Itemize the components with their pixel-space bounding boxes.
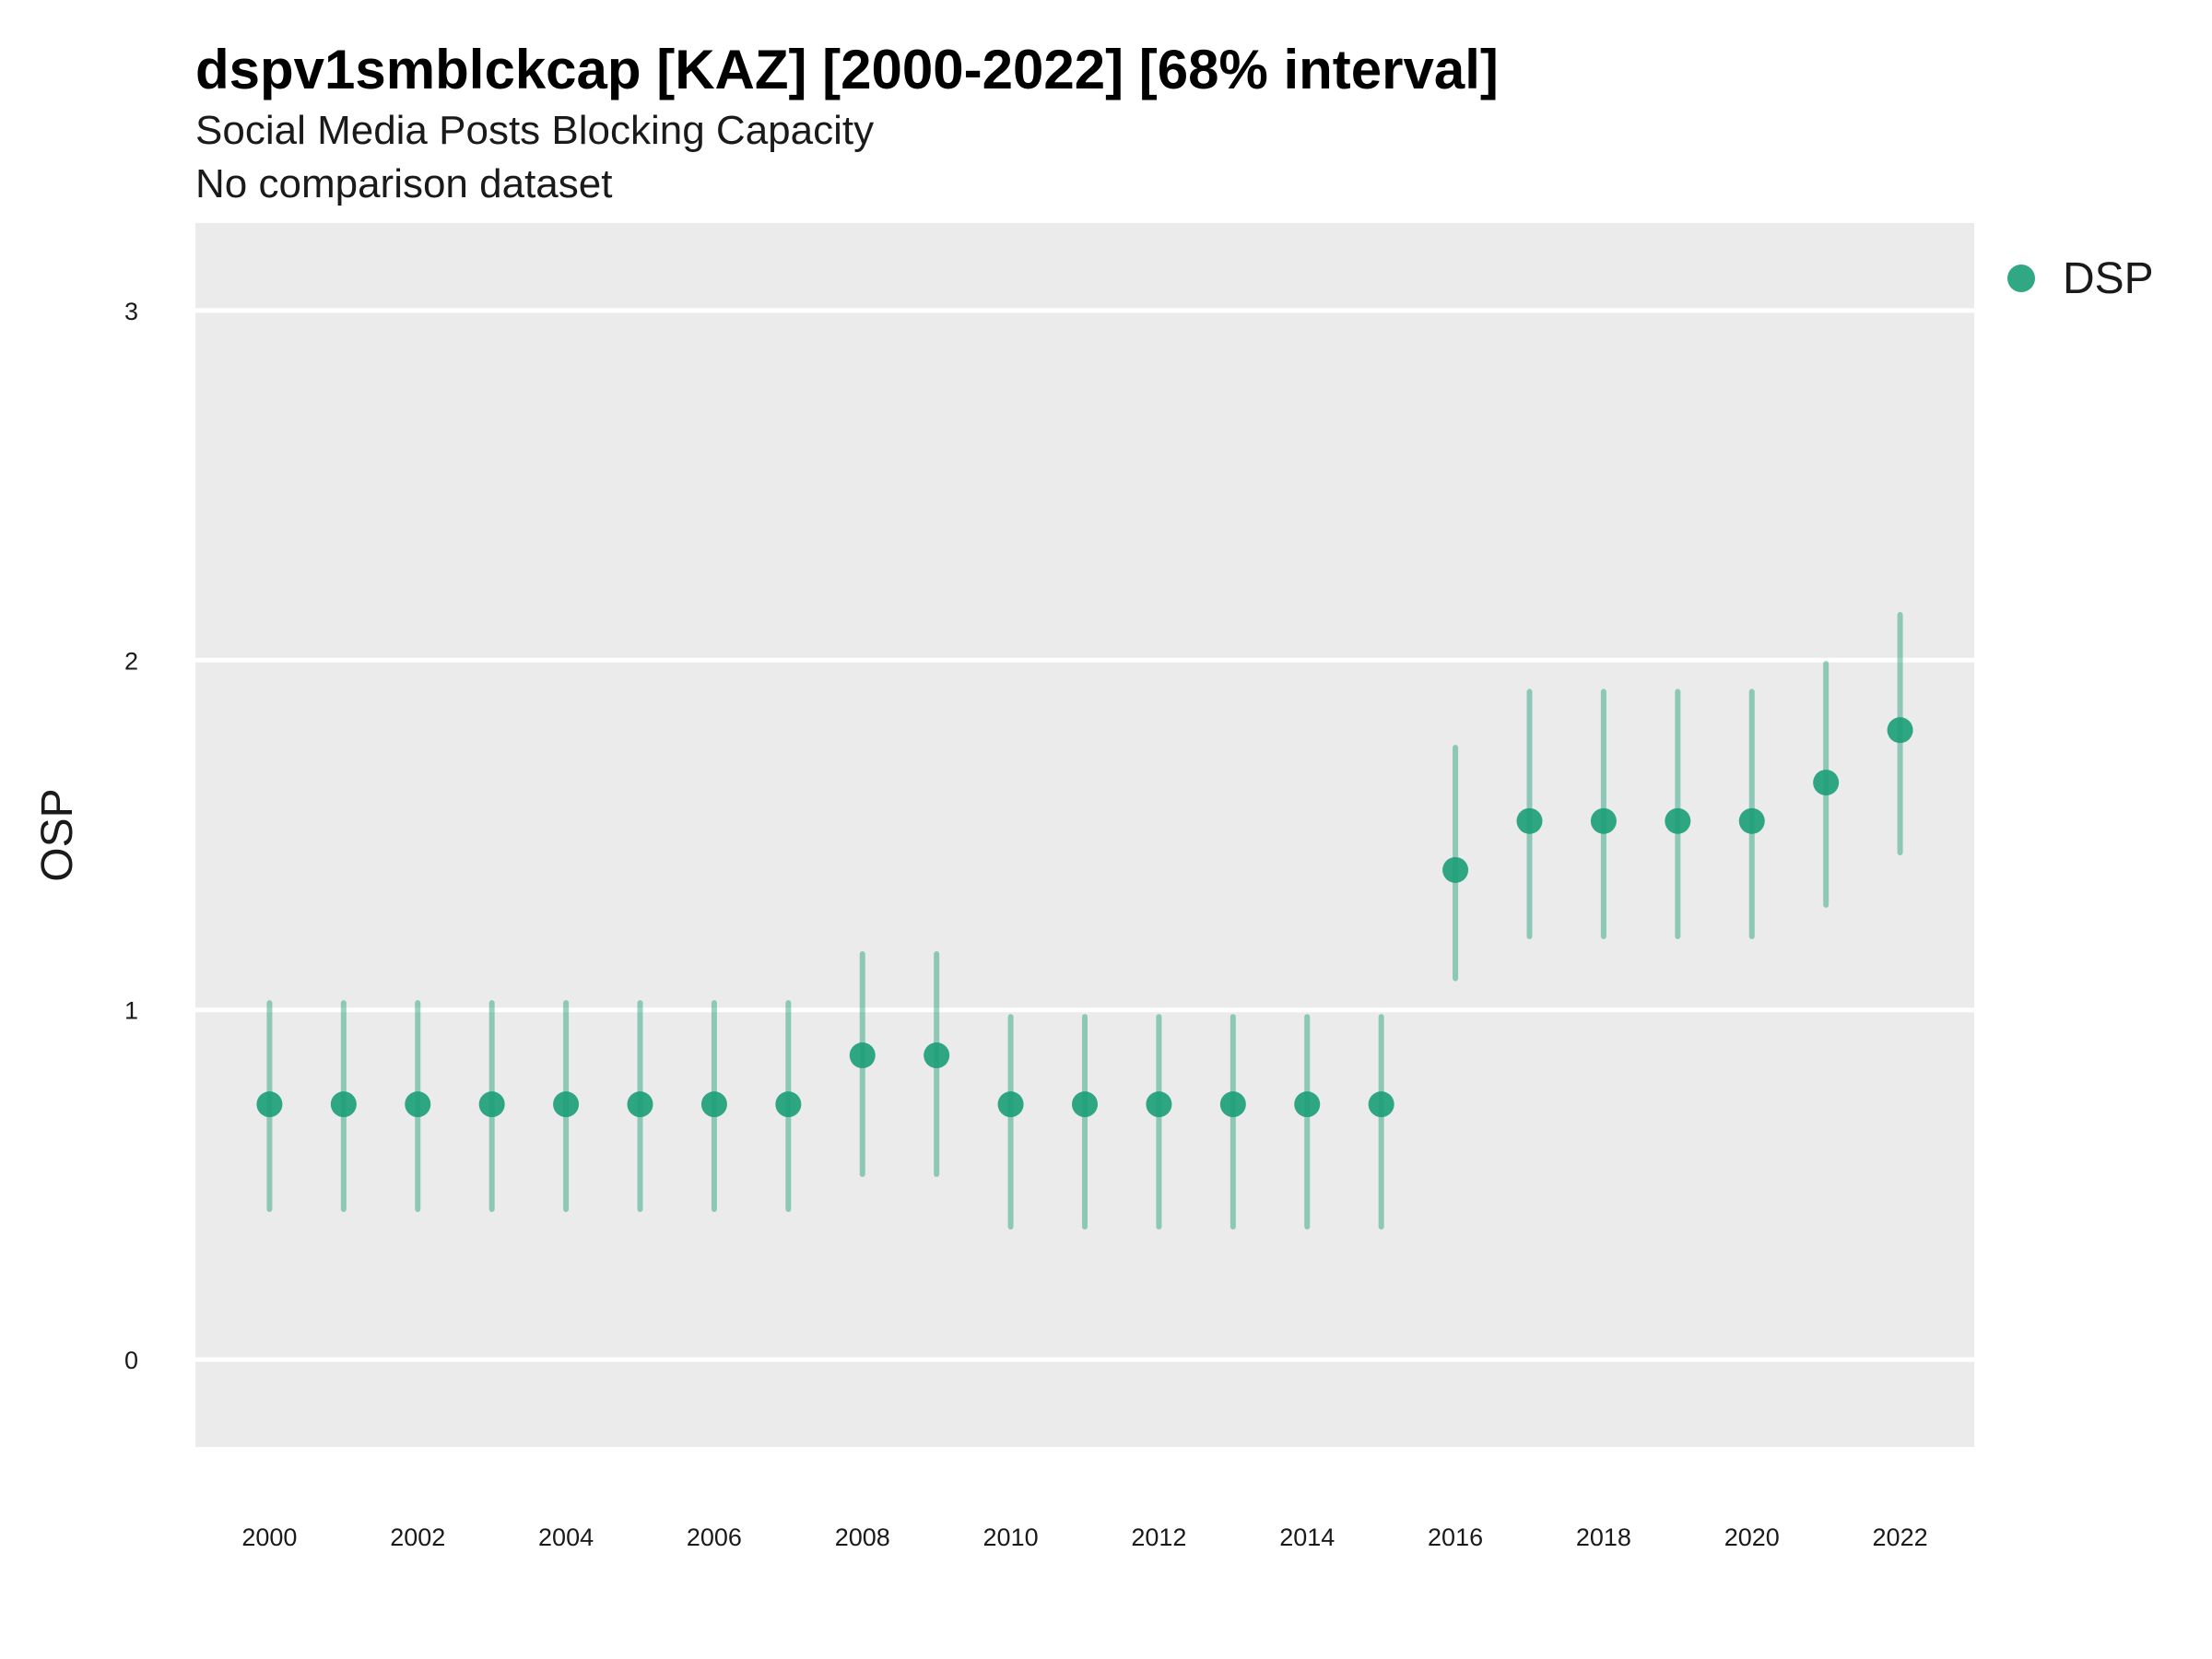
data-point-2020 — [1738, 807, 1765, 834]
data-point-2017 — [1516, 807, 1543, 834]
data-point-2006 — [700, 1091, 727, 1118]
x-tick-label-2020: 2020 — [1724, 1524, 1780, 1551]
x-tick-label-2022: 2022 — [1873, 1524, 1928, 1551]
data-point-2004 — [553, 1091, 580, 1118]
chart-subtitle: Social Media Posts Blocking Capacity — [195, 108, 874, 153]
x-tick-label-2000: 2000 — [241, 1524, 297, 1551]
chart-caption: No comparison dataset — [195, 161, 612, 206]
data-point-2009 — [924, 1042, 950, 1069]
data-point-2021 — [1813, 770, 1840, 796]
data-point-2005 — [627, 1091, 653, 1118]
y-tick-label-0: 0 — [124, 1347, 138, 1374]
y-tick-label-1: 1 — [124, 997, 138, 1025]
y-tick-label-3: 3 — [124, 298, 138, 325]
x-tick-label-2010: 2010 — [983, 1524, 1039, 1551]
data-point-2008 — [849, 1042, 876, 1069]
y-tick-label-2: 2 — [124, 647, 138, 675]
data-point-2012 — [1146, 1091, 1172, 1118]
data-point-2007 — [775, 1091, 802, 1118]
data-point-2011 — [1072, 1091, 1098, 1118]
legend: DSP — [2007, 254, 2154, 303]
y-axis-ticks: 0 1 2 3 — [124, 298, 138, 1374]
data-point-2015 — [1368, 1091, 1394, 1118]
legend-label-dsp: DSP — [2063, 254, 2154, 303]
data-point-2000 — [256, 1091, 283, 1118]
data-point-2022 — [1887, 717, 1913, 744]
x-axis-ticks: 2000 2002 2004 2006 2008 2010 2012 2014 2016 2018… — [241, 1524, 1927, 1551]
x-tick-label-2004: 2004 — [538, 1524, 594, 1551]
x-tick-label-2008: 2008 — [835, 1524, 890, 1551]
chart-title: dspv1smblckcap [KAZ] [2000-2022] [68% in… — [195, 39, 1499, 100]
y-axis-label: OSP — [33, 788, 82, 881]
data-point-2014 — [1294, 1091, 1321, 1118]
data-point-2010 — [997, 1091, 1024, 1118]
x-tick-label-2014: 2014 — [1279, 1524, 1335, 1551]
x-tick-label-2016: 2016 — [1428, 1524, 1483, 1551]
data-point-2016 — [1442, 856, 1469, 883]
data-point-2001 — [330, 1091, 357, 1118]
data-points — [256, 717, 1913, 1118]
data-point-2019 — [1665, 807, 1691, 834]
x-tick-label-2012: 2012 — [1131, 1524, 1186, 1551]
legend-marker-dsp — [2007, 265, 2035, 292]
grid-lines — [195, 308, 1974, 1362]
x-tick-label-2006: 2006 — [687, 1524, 742, 1551]
data-point-2003 — [478, 1091, 505, 1118]
plot-panel — [195, 223, 1974, 1447]
data-point-2002 — [405, 1091, 431, 1118]
data-point-2013 — [1219, 1091, 1246, 1118]
data-point-2018 — [1590, 807, 1617, 834]
x-tick-label-2018: 2018 — [1576, 1524, 1631, 1551]
x-tick-label-2002: 2002 — [390, 1524, 445, 1551]
